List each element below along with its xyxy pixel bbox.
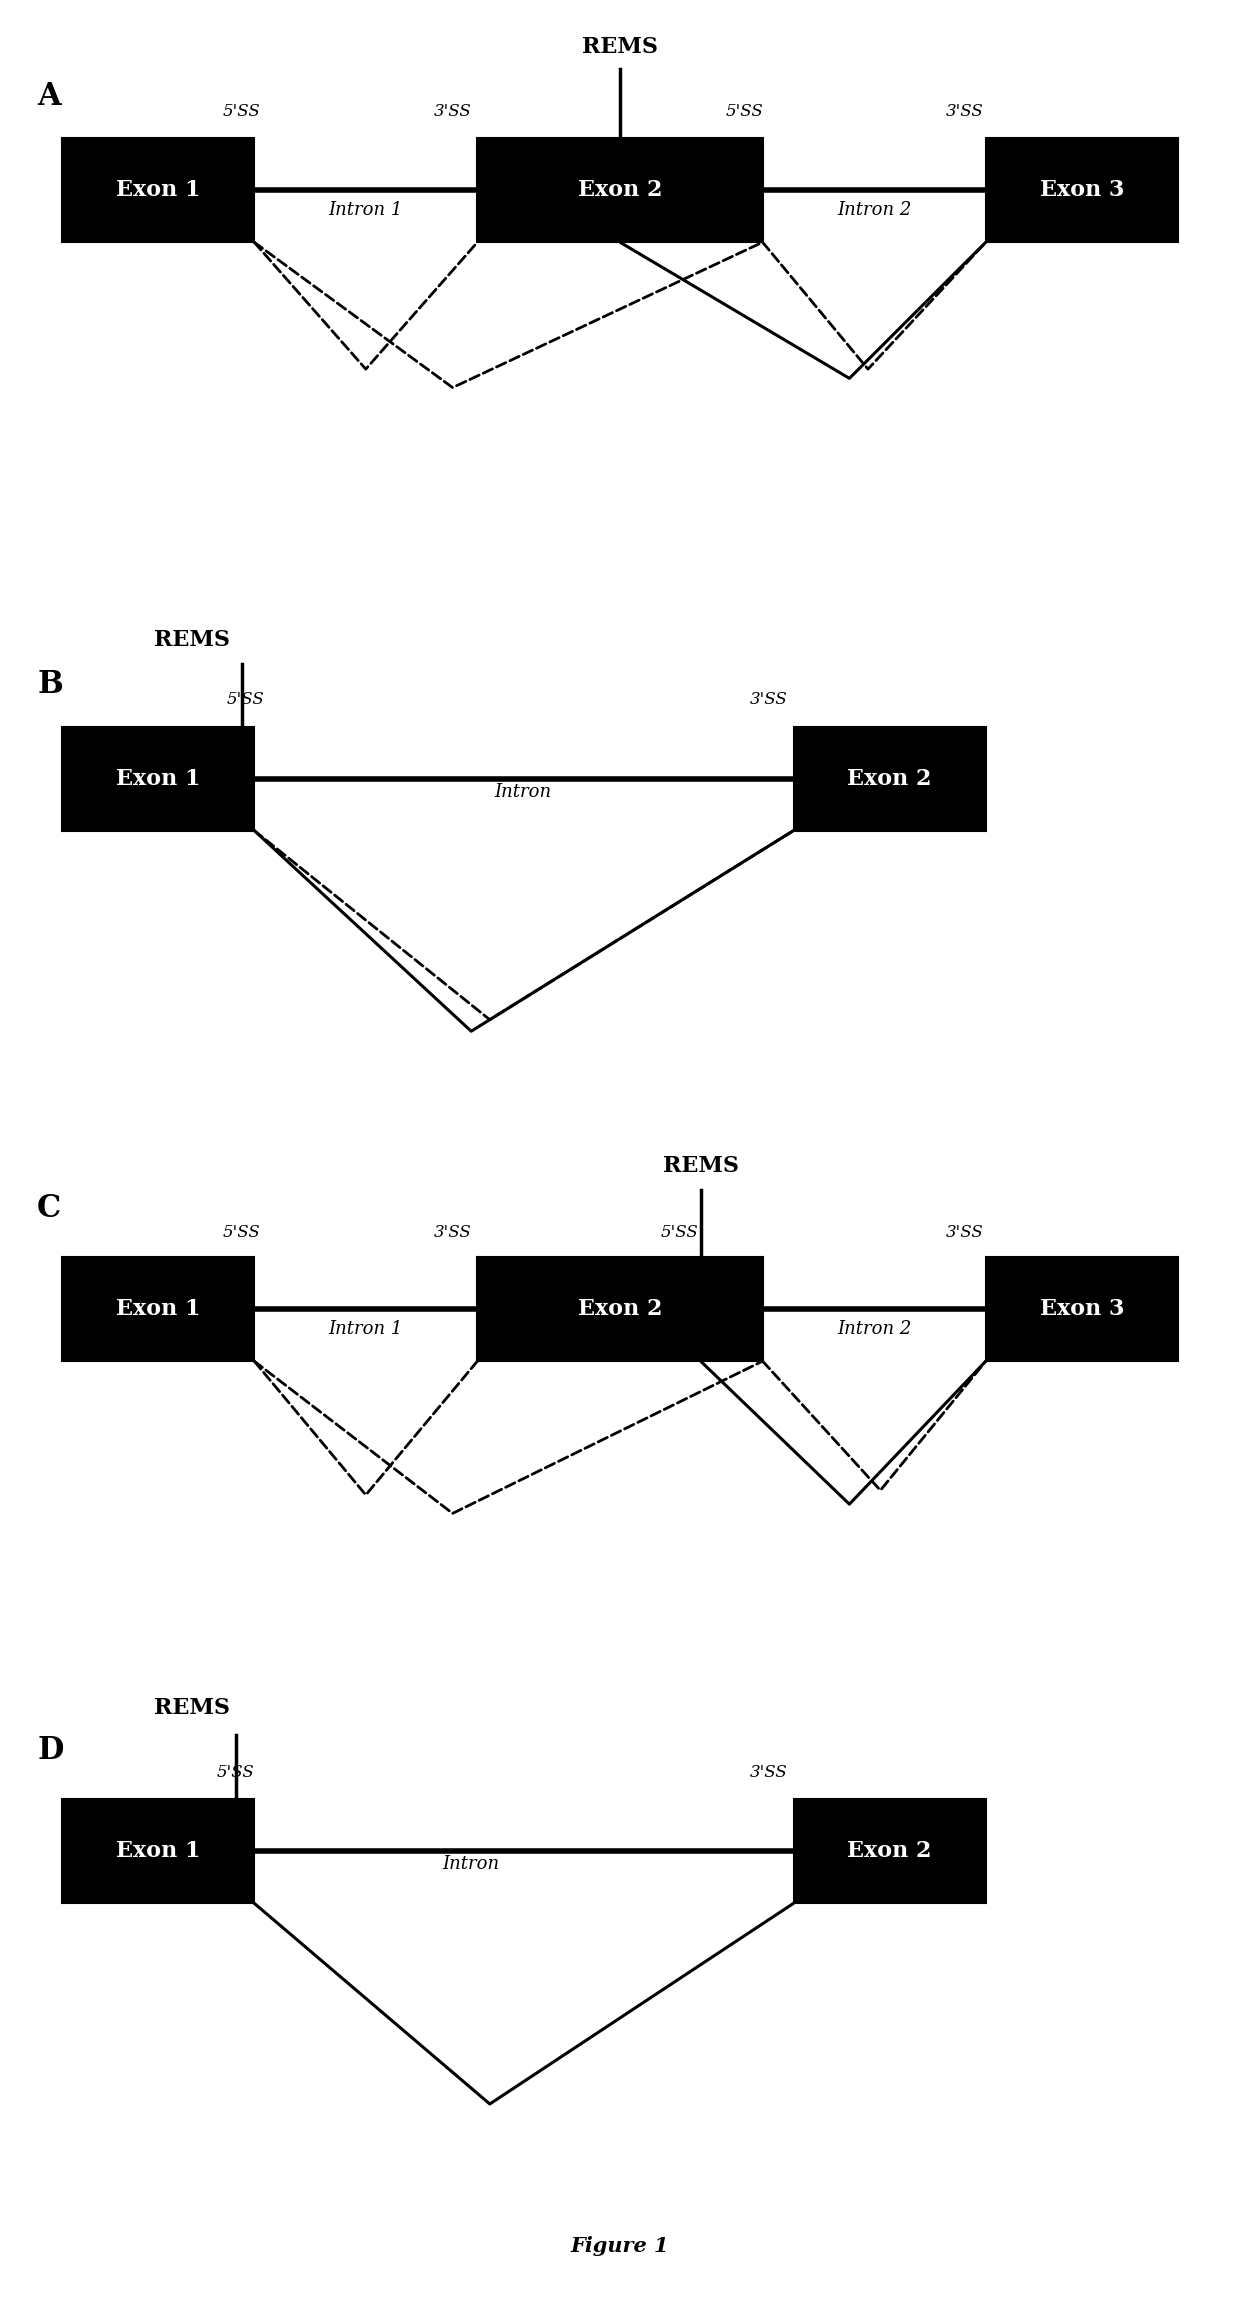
Text: Intron 2: Intron 2 bbox=[837, 201, 911, 219]
Text: 5'SS: 5'SS bbox=[223, 1225, 260, 1241]
Text: Exon 2: Exon 2 bbox=[847, 768, 932, 789]
Text: D: D bbox=[37, 1735, 63, 1765]
Text: Exon 2: Exon 2 bbox=[847, 1841, 932, 1862]
FancyBboxPatch shape bbox=[477, 138, 763, 242]
Text: Exon 2: Exon 2 bbox=[578, 1299, 662, 1320]
Text: 3'SS: 3'SS bbox=[434, 1225, 471, 1241]
Text: C: C bbox=[37, 1193, 62, 1223]
FancyBboxPatch shape bbox=[62, 138, 254, 242]
FancyBboxPatch shape bbox=[62, 1257, 254, 1361]
FancyBboxPatch shape bbox=[62, 727, 254, 831]
Text: REMS: REMS bbox=[662, 1154, 739, 1177]
Text: A: A bbox=[37, 81, 61, 111]
Text: REMS: REMS bbox=[154, 628, 231, 651]
Text: Exon 3: Exon 3 bbox=[1039, 180, 1125, 201]
Text: Exon 3: Exon 3 bbox=[1039, 1299, 1125, 1320]
FancyBboxPatch shape bbox=[62, 1799, 254, 1903]
FancyBboxPatch shape bbox=[477, 1257, 763, 1361]
Text: 3'SS: 3'SS bbox=[946, 104, 983, 120]
Text: 3'SS: 3'SS bbox=[434, 104, 471, 120]
Text: 3'SS: 3'SS bbox=[750, 1765, 787, 1781]
Text: Intron 1: Intron 1 bbox=[329, 201, 403, 219]
Text: 5'SS: 5'SS bbox=[217, 1765, 254, 1781]
Text: Intron 1: Intron 1 bbox=[329, 1320, 403, 1338]
Text: 5'SS: 5'SS bbox=[227, 692, 264, 708]
Text: Intron 2: Intron 2 bbox=[837, 1320, 911, 1338]
Text: B: B bbox=[37, 669, 63, 699]
Text: Exon 1: Exon 1 bbox=[115, 1299, 201, 1320]
Text: 5'SS: 5'SS bbox=[661, 1225, 698, 1241]
FancyBboxPatch shape bbox=[794, 727, 986, 831]
FancyBboxPatch shape bbox=[986, 1257, 1178, 1361]
Text: Intron: Intron bbox=[443, 1855, 500, 1873]
FancyBboxPatch shape bbox=[794, 1799, 986, 1903]
Text: 3'SS: 3'SS bbox=[946, 1225, 983, 1241]
Text: Exon 2: Exon 2 bbox=[578, 180, 662, 201]
Text: Intron: Intron bbox=[495, 782, 552, 801]
Text: REMS: REMS bbox=[582, 35, 658, 58]
Text: 5'SS: 5'SS bbox=[223, 104, 260, 120]
Text: Exon 1: Exon 1 bbox=[115, 768, 201, 789]
Text: 3'SS: 3'SS bbox=[750, 692, 787, 708]
FancyBboxPatch shape bbox=[986, 138, 1178, 242]
Text: REMS: REMS bbox=[154, 1696, 231, 1719]
Text: Figure 1: Figure 1 bbox=[570, 2235, 670, 2256]
Text: Exon 1: Exon 1 bbox=[115, 180, 201, 201]
Text: 5'SS: 5'SS bbox=[725, 104, 763, 120]
Text: Exon 1: Exon 1 bbox=[115, 1841, 201, 1862]
